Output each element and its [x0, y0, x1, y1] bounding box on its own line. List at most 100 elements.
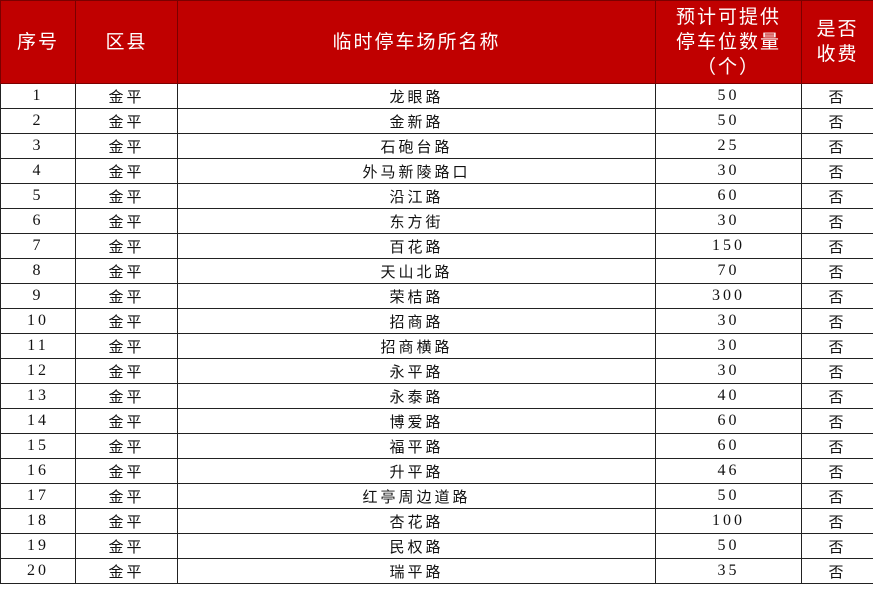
- cell-spaces: 60: [655, 408, 802, 434]
- cell-name: 荣桔路: [177, 283, 656, 309]
- cell-index: 4: [0, 158, 76, 184]
- cell-spaces: 60: [655, 183, 802, 209]
- cell-fee: 否: [801, 183, 873, 209]
- cell-index: 18: [0, 508, 76, 534]
- cell-fee: 否: [801, 508, 873, 534]
- cell-name: 永平路: [177, 358, 656, 384]
- cell-name: 招商横路: [177, 333, 656, 359]
- cell-name: 外马新陵路口: [177, 158, 656, 184]
- table-row: 9 金平 荣桔路 300 否: [0, 283, 873, 309]
- cell-name: 金新路: [177, 108, 656, 134]
- cell-spaces: 30: [655, 208, 802, 234]
- cell-fee: 否: [801, 158, 873, 184]
- cell-fee: 否: [801, 483, 873, 509]
- cell-name: 东方街: [177, 208, 656, 234]
- cell-fee: 否: [801, 558, 873, 584]
- cell-district: 金平: [75, 533, 178, 559]
- cell-district: 金平: [75, 483, 178, 509]
- cell-spaces: 46: [655, 458, 802, 484]
- cell-fee: 否: [801, 233, 873, 259]
- cell-district: 金平: [75, 83, 178, 109]
- cell-name: 招商路: [177, 308, 656, 334]
- cell-fee: 否: [801, 208, 873, 234]
- cell-index: 14: [0, 408, 76, 434]
- cell-fee: 否: [801, 308, 873, 334]
- cell-district: 金平: [75, 358, 178, 384]
- table-row: 7 金平 百花路 150 否: [0, 233, 873, 259]
- cell-spaces: 35: [655, 558, 802, 584]
- cell-spaces: 300: [655, 283, 802, 309]
- cell-index: 17: [0, 483, 76, 509]
- table-row: 20 金平 瑞平路 35 否: [0, 558, 873, 584]
- cell-district: 金平: [75, 133, 178, 159]
- cell-name: 升平路: [177, 458, 656, 484]
- table-row: 10 金平 招商路 30 否: [0, 308, 873, 334]
- table-row: 15 金平 福平路 60 否: [0, 433, 873, 459]
- table-row: 12 金平 永平路 30 否: [0, 358, 873, 384]
- cell-index: 16: [0, 458, 76, 484]
- cell-index: 8: [0, 258, 76, 284]
- cell-index: 5: [0, 183, 76, 209]
- cell-name: 龙眼路: [177, 83, 656, 109]
- cell-name: 杏花路: [177, 508, 656, 534]
- cell-district: 金平: [75, 183, 178, 209]
- cell-district: 金平: [75, 208, 178, 234]
- cell-name: 石砲台路: [177, 133, 656, 159]
- table-row: 17 金平 红亭周边道路 50 否: [0, 483, 873, 509]
- cell-index: 10: [0, 308, 76, 334]
- cell-index: 2: [0, 108, 76, 134]
- table-row: 4 金平 外马新陵路口 30 否: [0, 158, 873, 184]
- cell-index: 20: [0, 558, 76, 584]
- cell-index: 3: [0, 133, 76, 159]
- header-district: 区县: [75, 0, 178, 84]
- cell-index: 13: [0, 383, 76, 409]
- cell-spaces: 30: [655, 308, 802, 334]
- header-fee: 是否收费: [801, 0, 873, 84]
- table-row: 13 金平 永泰路 40 否: [0, 383, 873, 409]
- cell-spaces: 40: [655, 383, 802, 409]
- cell-name: 红亭周边道路: [177, 483, 656, 509]
- table-row: 18 金平 杏花路 100 否: [0, 508, 873, 534]
- cell-fee: 否: [801, 433, 873, 459]
- cell-fee: 否: [801, 83, 873, 109]
- cell-index: 15: [0, 433, 76, 459]
- cell-name: 福平路: [177, 433, 656, 459]
- cell-index: 7: [0, 233, 76, 259]
- cell-spaces: 70: [655, 258, 802, 284]
- cell-name: 永泰路: [177, 383, 656, 409]
- table-row: 11 金平 招商横路 30 否: [0, 333, 873, 359]
- cell-spaces: 50: [655, 108, 802, 134]
- table-row: 8 金平 天山北路 70 否: [0, 258, 873, 284]
- cell-name: 博爱路: [177, 408, 656, 434]
- cell-district: 金平: [75, 258, 178, 284]
- cell-index: 1: [0, 83, 76, 109]
- table-row: 3 金平 石砲台路 25 否: [0, 133, 873, 159]
- header-name: 临时停车场所名称: [177, 0, 656, 84]
- cell-district: 金平: [75, 508, 178, 534]
- table-row: 16 金平 升平路 46 否: [0, 458, 873, 484]
- cell-spaces: 150: [655, 233, 802, 259]
- cell-fee: 否: [801, 133, 873, 159]
- cell-spaces: 50: [655, 533, 802, 559]
- cell-spaces: 50: [655, 483, 802, 509]
- header-spaces: 预计可提供停车位数量（个）: [655, 0, 802, 84]
- cell-district: 金平: [75, 108, 178, 134]
- table-row: 2 金平 金新路 50 否: [0, 108, 873, 134]
- cell-fee: 否: [801, 408, 873, 434]
- table-row: 5 金平 沿江路 60 否: [0, 183, 873, 209]
- cell-fee: 否: [801, 458, 873, 484]
- cell-index: 11: [0, 333, 76, 359]
- cell-fee: 否: [801, 333, 873, 359]
- cell-district: 金平: [75, 158, 178, 184]
- cell-fee: 否: [801, 258, 873, 284]
- cell-district: 金平: [75, 308, 178, 334]
- cell-index: 9: [0, 283, 76, 309]
- cell-index: 12: [0, 358, 76, 384]
- cell-name: 瑞平路: [177, 558, 656, 584]
- cell-fee: 否: [801, 383, 873, 409]
- table-row: 6 金平 东方街 30 否: [0, 208, 873, 234]
- cell-district: 金平: [75, 408, 178, 434]
- cell-fee: 否: [801, 533, 873, 559]
- cell-fee: 否: [801, 283, 873, 309]
